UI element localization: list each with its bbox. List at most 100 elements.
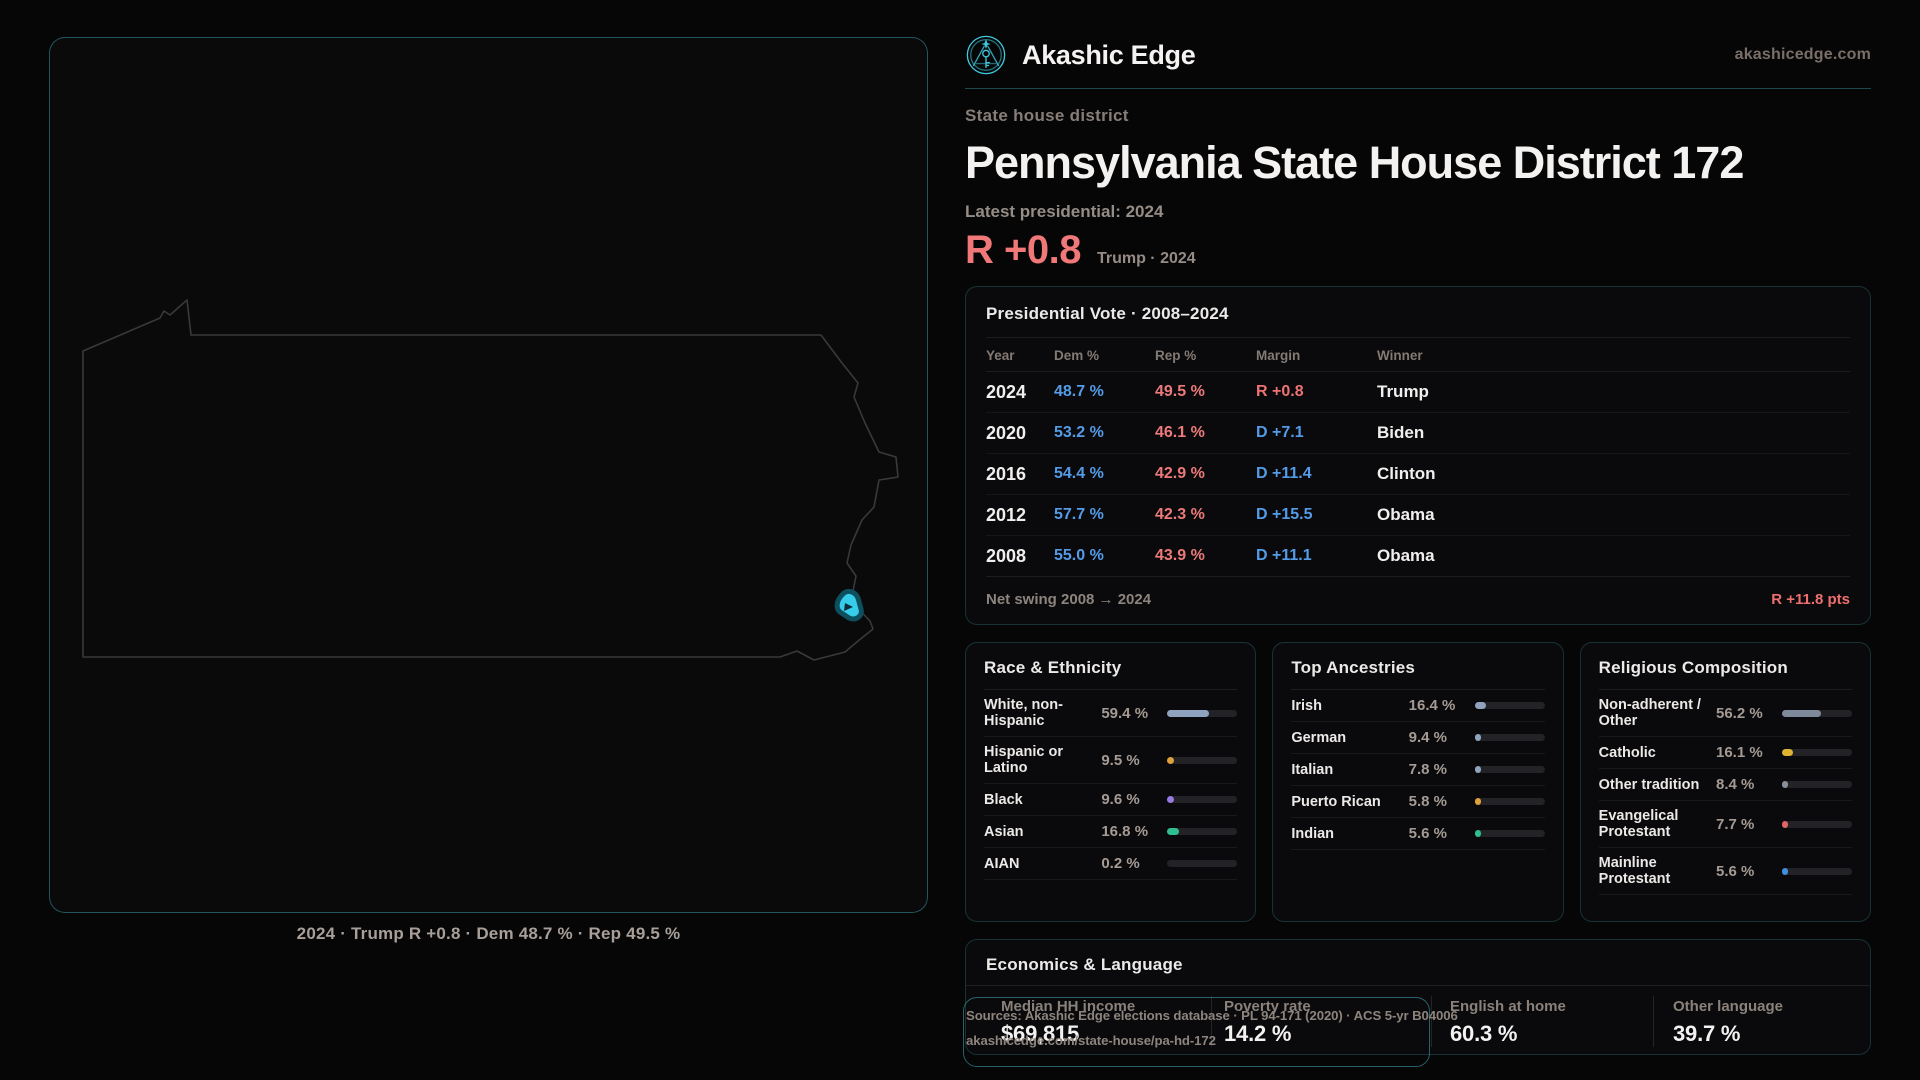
pres-table-row: 2012 57.7 % 42.3 % D +15.5 Obama [986, 495, 1850, 536]
stat-value: 60.3 % [1450, 1021, 1518, 1046]
net-swing-label: Net swing 2008 → 2024 [986, 591, 1152, 608]
sources-url[interactable]: akashicedge.com/state-house/pa-hd-172 [966, 1033, 1216, 1048]
stat-value: $69,815 [1001, 1021, 1080, 1046]
demographic-value: 7.7 % [1716, 815, 1755, 833]
percent-bar-track [1474, 798, 1545, 805]
sources-line: Sources: Akashic Edge elections database… [966, 1008, 1458, 1023]
demographic-row: AIAN 0.2 % [984, 848, 1238, 880]
percent-bar-fill [1782, 781, 1789, 788]
demographic-label: Italian [1291, 761, 1334, 778]
demographic-value: 16.8 % [1101, 823, 1149, 840]
percent-bar-track [1167, 709, 1238, 717]
percent-bar-track [1474, 734, 1545, 741]
latest-presidential-label: Latest presidential: 2024 [965, 202, 1164, 221]
percent-bar-fill [1167, 796, 1175, 803]
pennsylvania-outline [82, 299, 899, 661]
stat-value: 14.2 % [1224, 1021, 1292, 1046]
pres-year: 2016 [986, 463, 1027, 484]
state-map [82, 299, 899, 661]
lead-margin-row: R +0.8 Trump · 2024 [965, 228, 1871, 274]
demographic-value: 0.2 % [1101, 855, 1140, 872]
pres-winner: Obama [1377, 505, 1435, 524]
demographic-label: Irish [1291, 697, 1322, 714]
col-dem: Dem % [1054, 348, 1100, 363]
demographic-label: Other tradition [1598, 776, 1700, 793]
pres-year: 2024 [986, 381, 1027, 402]
akashic-edge-logo-icon[interactable] [965, 34, 1007, 76]
percent-bar-fill [1782, 709, 1822, 717]
brand-name[interactable]: Akashic Edge [1022, 39, 1196, 70]
demographic-label: Evangelical Protestant [1598, 808, 1679, 840]
demographic-value: 59.4 % [1101, 704, 1149, 722]
demographic-label: Mainline Protestant [1598, 855, 1671, 887]
demographic-row: Puerto Rican 5.8 % [1291, 786, 1545, 818]
percent-bar-fill [1167, 828, 1180, 835]
percent-bar-fill [1782, 749, 1794, 756]
panel-rows: Non-adherent / Other 56.2 % Catholic 16.… [1598, 690, 1852, 895]
percent-bar-fill [1474, 798, 1481, 805]
pres-year: 2008 [986, 545, 1027, 566]
demographic-row: Irish 16.4 % [1291, 690, 1545, 722]
demographic-value: 7.8 % [1408, 761, 1448, 778]
pres-margin: D +15.5 [1256, 506, 1313, 523]
header-divider [965, 88, 1871, 89]
demographic-panel: Top Ancestries Irish 16.4 % German 9.4 %… [1272, 642, 1564, 922]
pres-rep: 42.9 % [1155, 465, 1205, 482]
col-year: Year [986, 348, 1015, 363]
percent-bar-track [1782, 867, 1852, 875]
panel-title: Race & Ethnicity [984, 658, 1122, 677]
demographic-value: 8.4 % [1716, 776, 1755, 793]
demographic-value: 56.2 % [1716, 704, 1763, 722]
demographic-value: 5.6 % [1716, 862, 1755, 880]
economics-stat: English at home 60.3 % [1431, 996, 1653, 1047]
demographic-label: Catholic [1598, 744, 1656, 761]
percent-bar-track [1474, 830, 1545, 837]
col-margin: Margin [1256, 348, 1301, 363]
pres-dem: 48.7 % [1054, 383, 1104, 400]
district-marker-core [844, 603, 853, 611]
percent-bar-fill [1782, 867, 1789, 875]
lead-margin-value: R +0.8 [965, 228, 1081, 272]
pres-table-row: 2024 48.7 % 49.5 % R +0.8 Trump [986, 372, 1850, 413]
demographic-value: 9.4 % [1408, 729, 1448, 746]
divider [1291, 689, 1545, 690]
pres-winner: Trump [1377, 382, 1429, 401]
percent-bar-track [1167, 828, 1238, 835]
demographic-label: Hispanic or Latino [984, 744, 1063, 776]
demographic-value: 16.1 % [1716, 744, 1763, 761]
pres-year: 2012 [986, 504, 1027, 525]
demographic-value: 9.6 % [1101, 791, 1140, 808]
pres-table-row: 2020 53.2 % 46.1 % D +7.1 Biden [986, 413, 1850, 454]
percent-bar-track [1782, 749, 1852, 756]
panel-title: Top Ancestries [1291, 658, 1416, 677]
demographic-label: Asian [984, 823, 1024, 840]
demographic-label: Puerto Rican [1291, 793, 1381, 810]
pres-table-body: 2024 48.7 % 49.5 % R +0.8 Trump 2020 53.… [986, 372, 1850, 577]
page-title: Pennsylvania State House District 172 [965, 137, 1744, 188]
demographic-row: Hispanic or Latino 9.5 % [984, 737, 1238, 784]
demographic-row: Catholic 16.1 % [1598, 737, 1852, 769]
percent-bar-track [1167, 756, 1238, 764]
divider [966, 985, 1870, 986]
economics-stat: Poverty rate 14.2 % [1211, 996, 1431, 1047]
divider [986, 337, 1850, 338]
demographic-row: Other tradition 8.4 % [1598, 769, 1852, 801]
economics-stat: Median HH income $69,815 [966, 996, 1211, 1047]
pres-dem: 54.4 % [1054, 465, 1104, 482]
panel-title: Religious Composition [1598, 658, 1788, 677]
site-domain-link[interactable]: akashicedge.com [1734, 46, 1871, 63]
right-column: Akashic Edge akashicedge.com State house… [965, 0, 1871, 1055]
demographics-grid: Race & Ethnicity White, non-Hispanic 59.… [965, 642, 1871, 922]
demographic-row: Non-adherent / Other 56.2 % [1598, 690, 1852, 737]
stat-label: English at home [1450, 998, 1566, 1015]
pres-margin: D +7.1 [1256, 424, 1304, 441]
demographic-value: 9.5 % [1101, 751, 1140, 769]
demographic-value: 5.8 % [1408, 793, 1448, 810]
stat-value: 39.7 % [1673, 1021, 1741, 1046]
col-rep: Rep % [1155, 348, 1197, 363]
percent-bar-fill [1782, 820, 1789, 828]
percent-bar-fill [1474, 766, 1481, 773]
stat-label: Median HH income [1001, 998, 1136, 1015]
pres-winner: Biden [1377, 423, 1425, 442]
pres-rep: 42.3 % [1155, 506, 1205, 523]
